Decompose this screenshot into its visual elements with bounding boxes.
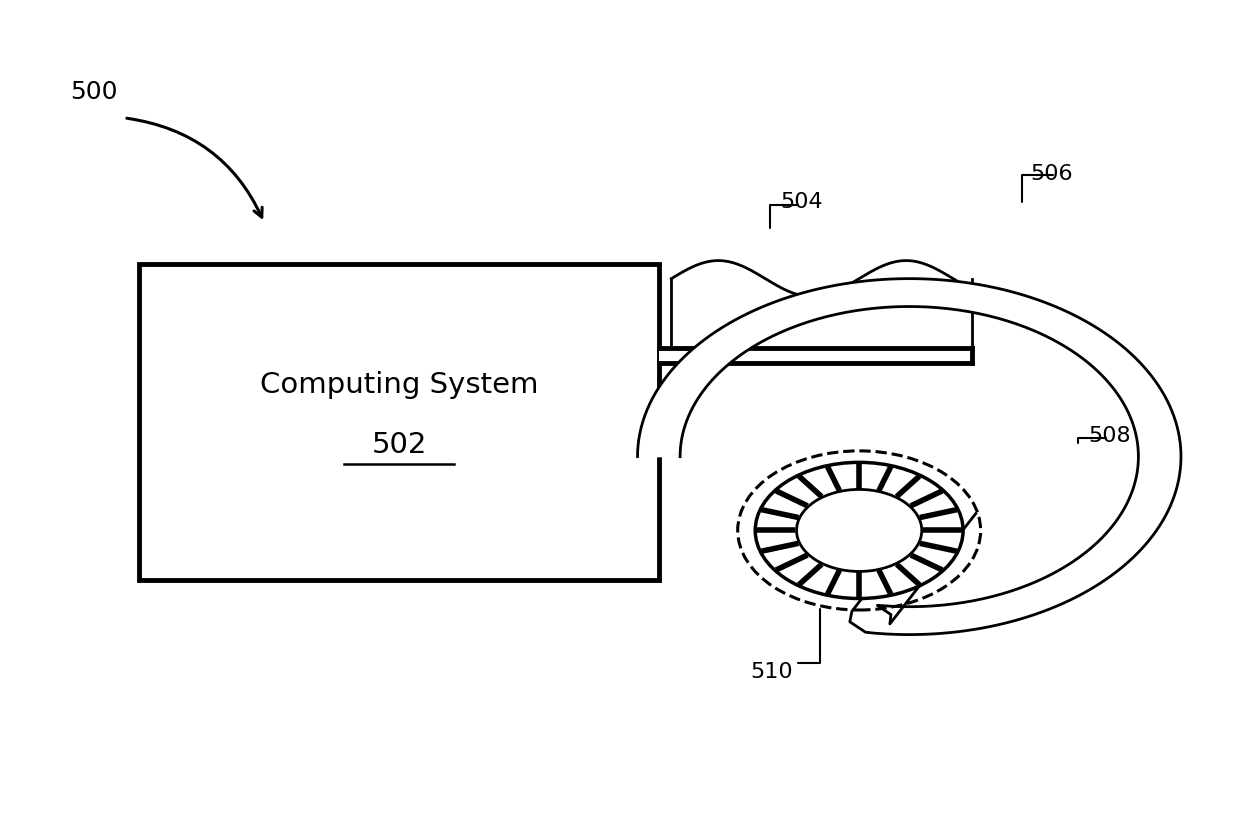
Text: Computing System: Computing System xyxy=(260,371,538,399)
Text: 506: 506 xyxy=(1030,164,1073,184)
Text: 510: 510 xyxy=(750,662,793,681)
Polygon shape xyxy=(638,279,1181,635)
Bar xyxy=(659,348,971,363)
Text: 508: 508 xyxy=(1088,426,1131,446)
Bar xyxy=(139,264,659,579)
Text: 502: 502 xyxy=(371,430,427,458)
Circle shape xyxy=(756,463,963,598)
Text: 500: 500 xyxy=(70,80,118,104)
Circle shape xyxy=(797,490,921,571)
Text: 504: 504 xyxy=(781,193,823,212)
